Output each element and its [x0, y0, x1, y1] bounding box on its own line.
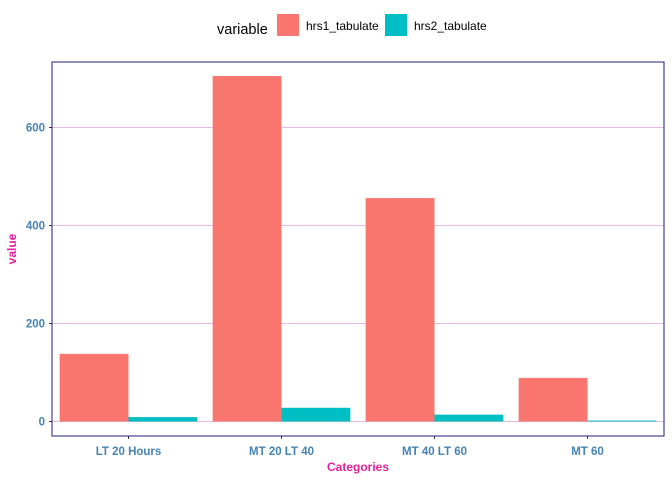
legend-label: hrs2_tabulate — [414, 19, 487, 33]
bar-hrs2_tabulate-2 — [434, 414, 504, 422]
x-tick-label: LT 20 Hours — [96, 446, 162, 458]
legend-key-hrs1_tabulate — [277, 14, 299, 36]
gridlines — [52, 127, 664, 422]
bars — [59, 76, 657, 422]
x-axis-title: Categories — [327, 460, 389, 474]
bar-hrs2_tabulate-1 — [281, 407, 351, 422]
legend: variable hrs1_tabulate hrs2_tabulate — [217, 14, 487, 38]
x-axis: LT 20 Hours MT 20 LT 40 MT 40 LT 60 MT 60 — [96, 436, 604, 458]
y-tick-label: 400 — [26, 221, 45, 233]
bar-hrs1_tabulate-3 — [518, 377, 588, 422]
y-tick-label: 600 — [26, 123, 45, 135]
x-tick-label: MT 60 — [571, 446, 604, 458]
panel-border — [51, 61, 665, 437]
x-tick-label: MT 40 LT 60 — [402, 446, 467, 458]
legend-label: hrs1_tabulate — [306, 19, 379, 33]
bar-hrs2_tabulate-0 — [128, 417, 198, 422]
bar-hrs1_tabulate-1 — [212, 76, 282, 422]
x-tick-label: MT 20 LT 40 — [249, 446, 314, 458]
y-tick-label: 0 — [39, 417, 45, 429]
y-axis-title: value — [5, 233, 19, 264]
legend-key-hrs2_tabulate — [385, 14, 407, 36]
bar-hrs2_tabulate-3 — [587, 420, 657, 422]
y-axis: 0 200 400 600 — [26, 123, 52, 429]
y-tick-label: 200 — [26, 319, 45, 331]
bar-hrs1_tabulate-0 — [59, 353, 129, 422]
bar-hrs1_tabulate-2 — [365, 198, 435, 422]
legend-title: variable — [217, 22, 268, 38]
